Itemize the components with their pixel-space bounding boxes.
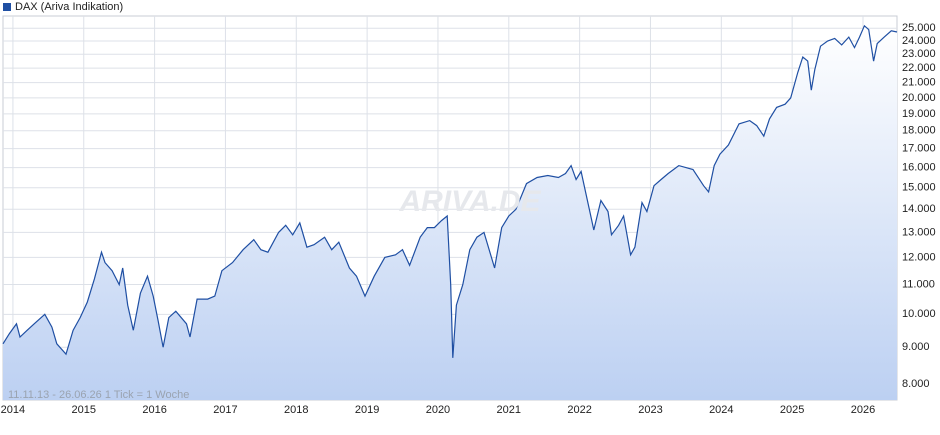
x-tick-label: 2015 [72,404,96,416]
x-tick-label: 2022 [567,404,591,416]
y-tick-label: 19.000 [902,108,936,120]
y-tick-label: 15.000 [902,182,936,194]
y-tick-label: 24.000 [902,35,936,47]
y-tick-label: 20.000 [902,92,936,104]
x-tick-label: 2019 [355,404,379,416]
x-tick-label: 2018 [284,404,308,416]
y-tick-label: 16.000 [902,161,936,173]
y-tick-label: 11.000 [902,278,935,290]
y-tick-label: 14.000 [902,203,936,215]
y-tick-label: 17.000 [902,143,936,155]
x-tick-label: 2026 [851,404,875,416]
marks [2,24,898,401]
y-tick-label: 12.000 [902,251,936,263]
line [2,24,898,358]
note: 11.11.13 - 26.06.26 1 Tick = 1 Woche [8,389,189,401]
x-tick-label: 2020 [426,404,450,416]
y-tick-label: 25.000 [902,22,936,34]
watermark: ARIVA.DE [398,185,541,218]
y-tick-label: 13.000 [902,226,936,238]
x-tick-label: 2014 [1,404,25,416]
y-tick-label: 18.000 [902,125,936,137]
y-tick-label: 10.000 [902,308,936,320]
y-tick-label: 8.000 [902,378,930,390]
y-tick-label: 9.000 [902,341,930,353]
x-tick-label: 2016 [142,404,166,416]
legend-swatch [3,3,11,11]
y-tick-label: 23.000 [902,48,936,60]
y-tick-label: 21.000 [902,77,936,89]
x-tick-label: 2021 [497,404,521,416]
x-tick-label: 2017 [213,404,237,416]
axes: 8.000 9.000 10.000 11.000 12.000 13.000 14.000… [1,22,936,416]
area [3,25,897,401]
legend-label: DAX (Ariva Indikation) [15,1,123,13]
x-tick-label: 2024 [709,404,733,416]
y-tick-label: 22.000 [902,62,936,74]
x-tick-label: 2023 [638,404,662,416]
x-tick-label: 2025 [780,404,804,416]
